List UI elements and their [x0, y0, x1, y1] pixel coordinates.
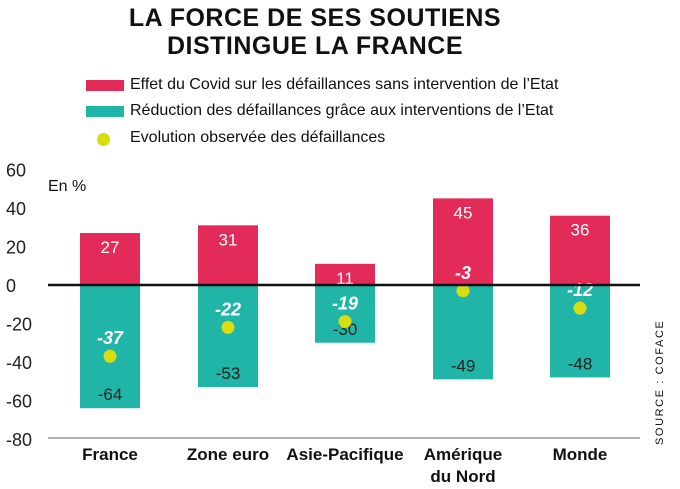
observed-change-value-label: -3 [455, 263, 471, 283]
covid-effect-value-label: 11 [336, 269, 354, 288]
observed-change-value-label: -37 [97, 328, 124, 348]
observed-change-value-label: -22 [215, 299, 241, 319]
legend-label-state-reduction: Réduction des défaillances grâce aux int… [130, 102, 554, 119]
state-reduction-bar [433, 285, 493, 380]
y-tick-label: 0 [6, 276, 16, 296]
covid-effect-value-label: 45 [454, 203, 473, 222]
legend-dot-observed-change [97, 133, 110, 146]
category-label: Monde [553, 445, 608, 464]
y-tick-label: -20 [6, 315, 32, 335]
state-reduction-value-label: -53 [216, 364, 241, 383]
covid-effect-value-label: 31 [219, 230, 238, 249]
legend-label-covid-effect: Effet du Covid sur les défaillances sans… [130, 76, 559, 93]
y-tick-label: 60 [6, 161, 26, 181]
legend-label-observed-change: Evolution observée des défaillances [130, 129, 386, 146]
category-label: Amérique [424, 445, 502, 464]
category-label: Asie-Pacifique [286, 445, 403, 464]
title-line-1: LA FORCE DE SES SOUTIENS [128, 4, 502, 32]
observed-change-point [338, 315, 352, 329]
state-reduction-value-label: -48 [568, 354, 593, 373]
y-tick-label: 20 [6, 238, 26, 258]
covid-effect-bar [550, 215, 610, 285]
unit-label: En % [48, 178, 87, 195]
chart-title: LA FORCE DE SES SOUTIENS DISTINGUE LA FR… [0, 4, 630, 60]
observed-change-point [103, 349, 117, 363]
y-tick-label: -80 [6, 430, 32, 450]
state-reduction-bar [315, 285, 375, 343]
y-tick-label: -60 [6, 392, 32, 412]
covid-effect-value-label: 27 [101, 238, 120, 257]
observed-change-point [456, 284, 470, 298]
y-tick-label: -40 [6, 353, 32, 373]
category-label: France [82, 445, 138, 464]
covid-effect-bar [433, 198, 493, 285]
source-credit: SOURCE : COFACE [654, 319, 666, 445]
legend-swatch-state-reduction [86, 106, 124, 117]
state-reduction-bar [80, 285, 140, 409]
category-label: du Nord [430, 467, 495, 486]
title-line-2: DISTINGUE LA FRANCE [166, 32, 464, 60]
observed-change-point [573, 301, 587, 315]
legend-swatch-covid-effect [86, 80, 124, 91]
state-reduction-bar [550, 285, 610, 378]
observed-change-point [221, 320, 235, 334]
state-reduction-value-label: -64 [98, 385, 123, 404]
observed-change-value-label: -19 [332, 294, 358, 314]
state-reduction-value-label: -49 [451, 356, 476, 375]
covid-effect-bar [80, 233, 140, 285]
covid-effect-bar [198, 225, 258, 285]
covid-effect-value-label: 36 [571, 221, 590, 240]
category-label: Zone euro [187, 445, 269, 464]
observed-change-value-label: -12 [567, 280, 593, 300]
covid-effect-bar [315, 263, 375, 285]
state-reduction-value-label: -30 [333, 320, 358, 339]
state-reduction-bar [198, 285, 258, 388]
y-tick-label: 40 [6, 199, 26, 219]
